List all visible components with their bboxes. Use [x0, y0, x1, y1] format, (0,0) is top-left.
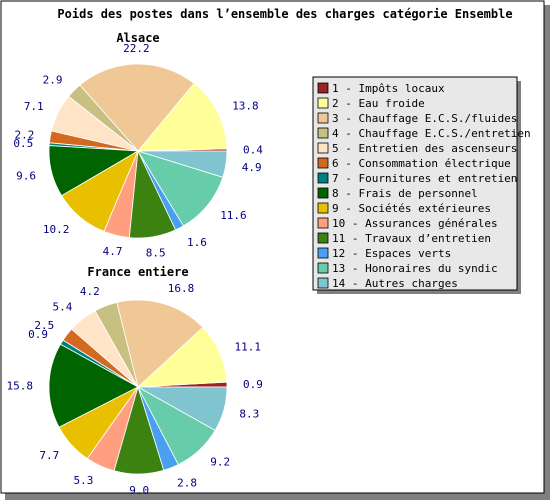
legend-swatch-1: [317, 82, 329, 94]
pie-france-entiere-label-2: 11.1: [235, 340, 262, 353]
legend-label-5: 5 - Entretien des ascenseurs: [332, 142, 517, 155]
pie-france-entiere-label-11: 9.0: [129, 484, 149, 497]
pie-france-entiere-label-5: 5.4: [53, 301, 73, 314]
pie-alsace-slice-13: [137, 150, 224, 227]
pie-france-entiere-slice-3: [116, 299, 204, 388]
legend-label-4: 4 - Chauffage E.C.S./entretien: [332, 127, 531, 140]
pie-alsace-label-6: 2.2: [15, 128, 35, 141]
legend-label-3: 3 - Chauffage E.C.S./fluides: [332, 112, 517, 125]
legend-swatch-13: [317, 262, 329, 274]
legend-swatch-2: [317, 97, 329, 109]
pie-france-entiere-label-7: 0.9: [28, 328, 48, 341]
pie-france-entiere-label-4: 4.2: [80, 285, 100, 298]
pie-alsace-label-9: 10.2: [43, 223, 70, 236]
legend-label-13: 13 - Honoraires du syndic: [332, 262, 498, 275]
pie-title-france-entiere: France entiere: [87, 265, 188, 279]
pie-france-entiere-label-1: 0.9: [243, 378, 263, 391]
legend-swatch-7: [317, 172, 329, 184]
pie-france-entiere-label-12: 2.8: [177, 477, 197, 490]
legend-label-9: 9 - Sociétés extérieures: [332, 202, 491, 215]
legend-label-14: 14 - Autres charges: [332, 277, 458, 290]
pie-alsace-slice-3: [79, 63, 195, 152]
chart-title: Poids des postes dans l’ensemble des cha…: [57, 7, 512, 21]
legend-label-10: 10 - Assurances générales: [332, 217, 498, 230]
pie-alsace-label-12: 1.6: [187, 236, 207, 249]
pie-france-entiere-slice-8: [48, 343, 139, 428]
pie-alsace-label-11: 8.5: [146, 247, 166, 260]
pie-alsace-label-4: 2.9: [43, 73, 63, 86]
legend-swatch-14: [317, 277, 329, 289]
pie-title-alsace: Alsace: [116, 31, 159, 45]
legend-label-2: 2 - Eau froide: [332, 97, 425, 110]
pie-france-entiere-slices: [48, 299, 228, 475]
legend-swatch-3: [317, 112, 329, 124]
pie-france-entiere-label-8: 15.8: [7, 379, 34, 392]
pie-alsace-label-14: 4.9: [242, 161, 262, 174]
pie-alsace-labels: 0.4 13.8 22.2 2.9 7.1 2.20.5 9.6 10.2 4.7 8.5 1.6 1…: [13, 42, 263, 260]
pie-france-entiere-label-3: 16.8: [168, 282, 195, 295]
pie-alsace-label-13: 11.6: [220, 209, 247, 222]
pie-alsace-slice-2: [137, 82, 228, 152]
legend-label-1: 1 - Impôts locaux: [332, 82, 445, 95]
pie-alsace-label-7: 0.5: [13, 137, 33, 150]
pie-alsace-label-2: 13.8: [232, 100, 259, 113]
legend: 1 - Impôts locaux 2 - Eau froide 3 - Chauf…: [312, 76, 531, 294]
legend-label-7: 7 - Fournitures et entretien: [332, 172, 517, 185]
legend-label-8: 8 - Frais de personnel: [332, 187, 478, 200]
pie-alsace-label-10: 4.7: [103, 245, 123, 258]
pie-france-entiere-label-14: 8.3: [239, 408, 259, 421]
pie-alsace: Alsace 0.4 13.8 22.2 2.9 7.1 2.20.5 9.6 10.2 4.7…: [13, 31, 263, 260]
pie-france-entiere-labels: 0.911.116.84.25.42.50.915.87.75.39.02.89…: [7, 282, 263, 497]
pie-france-entiere-label-9: 7.7: [39, 449, 59, 462]
legend-swatch-10: [317, 217, 329, 229]
legend-swatch-5: [317, 142, 329, 154]
legend-label-12: 12 - Espaces verts: [332, 247, 451, 260]
pie-france-entiere-slice-14: [136, 386, 228, 431]
pie-france-entiere-label-6: 2.5: [34, 319, 54, 332]
pie-france-entiere-label-10: 5.3: [74, 474, 94, 487]
pie-alsace-slices: [48, 63, 228, 239]
pie-alsace-label-1: 0.4: [243, 144, 263, 157]
legend-box: [312, 76, 518, 291]
pie-france-entiere: France entiere 0.911.116.84.25.42.50.915…: [7, 265, 263, 497]
legend-label-6: 6 - Consommation électrique: [332, 157, 511, 170]
pie-alsace-slice-14: [137, 150, 228, 178]
pie-france-entiere-label-13: 9.2: [210, 456, 230, 469]
legend-swatch-6: [317, 157, 329, 169]
legend-swatch-11: [317, 232, 329, 244]
legend-label-11: 11 - Travaux d’entretien: [332, 232, 491, 245]
legend-swatch-4: [317, 127, 329, 139]
pie-alsace-label-3: 22.2: [123, 42, 150, 55]
legend-swatch-12: [317, 247, 329, 259]
pie-alsace-label-5: 7.1: [24, 100, 44, 113]
legend-swatch-8: [317, 187, 329, 199]
legend-swatch-9: [317, 202, 329, 214]
legend-items: 1 - Impôts locaux 2 - Eau froide 3 - Chauf…: [317, 82, 531, 290]
pie-alsace-label-8: 9.6: [16, 169, 36, 182]
